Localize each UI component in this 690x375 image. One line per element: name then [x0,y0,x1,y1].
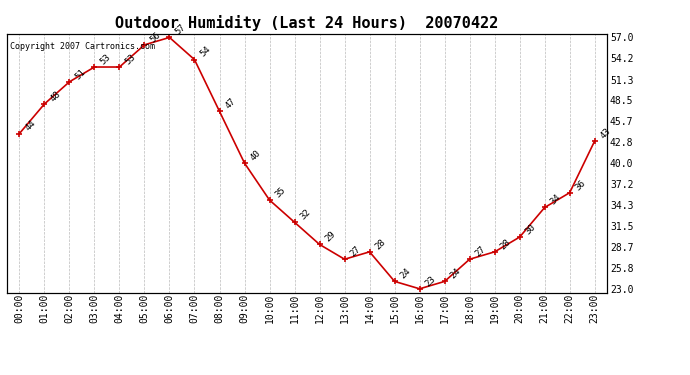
Text: 47: 47 [224,97,237,111]
Text: 54: 54 [199,45,213,59]
Text: 35: 35 [274,185,288,199]
Text: 36: 36 [574,178,588,192]
Text: 30: 30 [524,222,538,236]
Text: 34: 34 [549,193,563,207]
Text: 27: 27 [474,244,488,258]
Text: 48: 48 [48,89,63,103]
Text: 53: 53 [99,52,112,66]
Text: 29: 29 [324,230,337,244]
Text: 24: 24 [448,267,463,280]
Text: 28: 28 [499,237,513,251]
Text: 44: 44 [23,119,37,133]
Text: 51: 51 [74,67,88,81]
Text: 43: 43 [599,126,613,140]
Text: 24: 24 [399,267,413,280]
Text: 28: 28 [374,237,388,251]
Text: 27: 27 [348,244,363,258]
Text: 23: 23 [424,274,437,288]
Text: 40: 40 [248,148,263,162]
Text: 57: 57 [174,23,188,37]
Text: 53: 53 [124,52,137,66]
Text: 56: 56 [148,30,163,44]
Title: Outdoor Humidity (Last 24 Hours)  20070422: Outdoor Humidity (Last 24 Hours) 2007042… [115,15,499,31]
Text: 32: 32 [299,207,313,222]
Text: Copyright 2007 Cartronics.com: Copyright 2007 Cartronics.com [10,42,155,51]
